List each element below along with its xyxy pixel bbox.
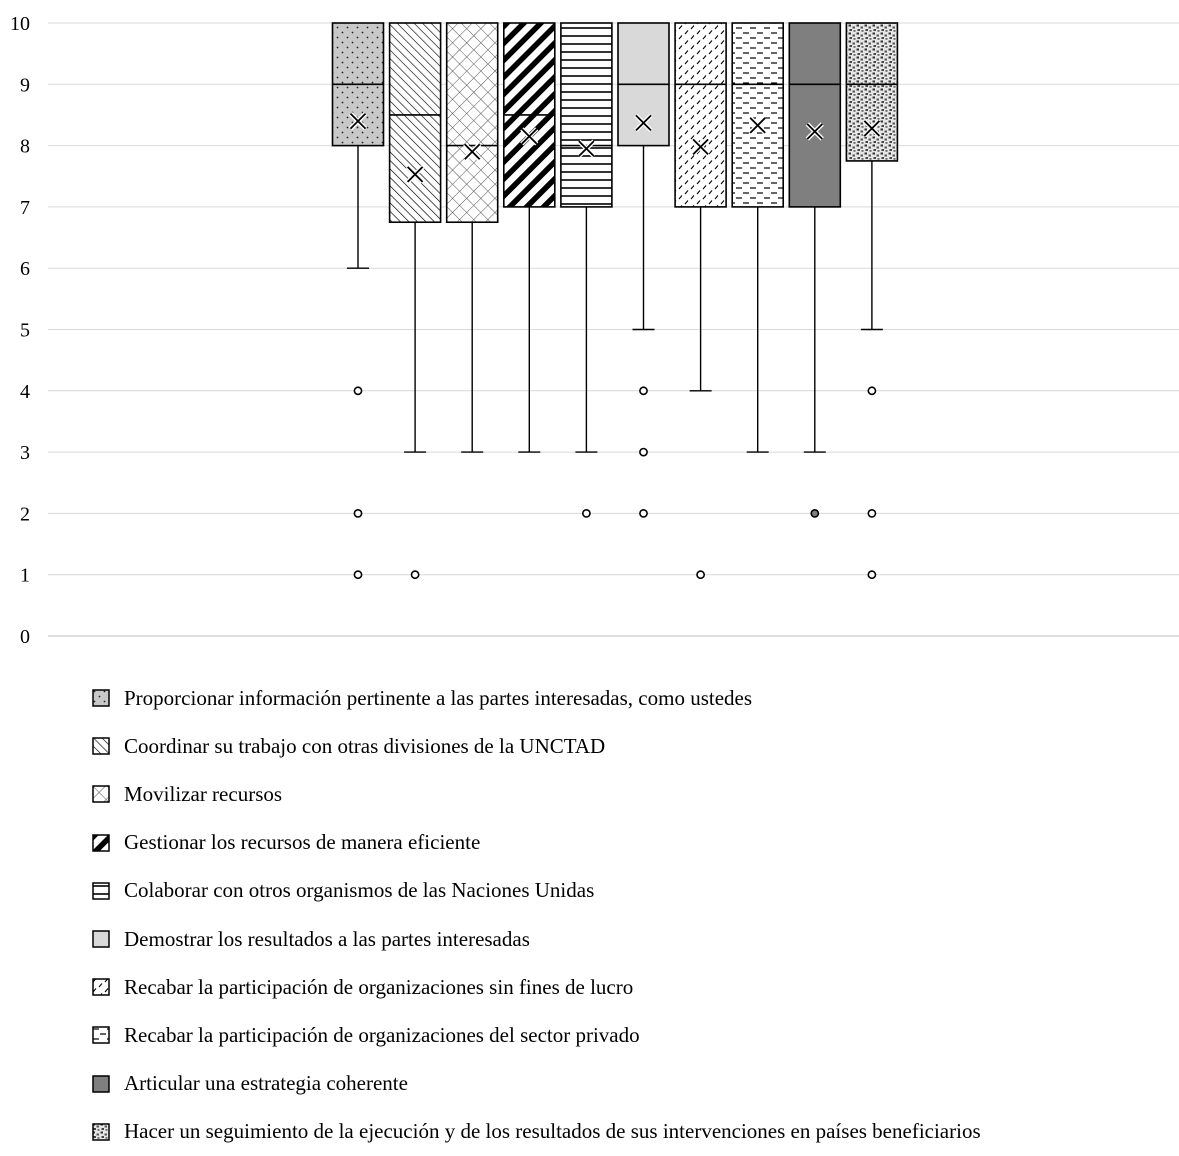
mean-stroke xyxy=(749,117,766,134)
mean-stroke xyxy=(521,128,538,145)
legend-label: Coordinar su trabajo con otras divisione… xyxy=(124,733,606,758)
legend-swatch xyxy=(92,882,110,900)
mean-stroke xyxy=(349,112,367,130)
mean-stroke xyxy=(406,166,424,183)
outlier-point xyxy=(582,509,591,518)
mean-stroke xyxy=(863,120,881,137)
box-rect xyxy=(445,22,499,224)
outlier-point xyxy=(410,570,420,580)
outlier-point xyxy=(353,386,363,396)
y-tick-label: 1 xyxy=(20,565,30,587)
mean-marker xyxy=(406,165,425,184)
box-rect xyxy=(845,22,899,162)
box-rect xyxy=(388,22,442,224)
outlier-point xyxy=(639,509,648,518)
legend-label: Articular una estrategia coherente xyxy=(124,1071,408,1096)
box-rect xyxy=(560,22,613,208)
legend-item-4: Gestionar los recursos de manera eficien… xyxy=(92,819,1172,867)
outlier-point xyxy=(810,509,820,518)
box-2 xyxy=(388,22,442,580)
legend-swatch xyxy=(92,833,110,852)
outlier-point xyxy=(639,447,648,457)
y-tick-label: 2 xyxy=(20,503,30,525)
y-tick-label: 5 xyxy=(20,320,30,342)
legend-item-3: Movilizar recursos xyxy=(92,770,1172,818)
mean-marker xyxy=(862,119,881,138)
mean-stroke xyxy=(692,138,709,155)
legend-label: Demostrar los resultados a las partes in… xyxy=(124,926,530,951)
legend-item-7: Recabar la participación de organizacion… xyxy=(92,963,1172,1011)
mean-stroke xyxy=(464,143,481,160)
mean-stroke xyxy=(806,123,823,140)
mean-marker xyxy=(634,113,653,133)
box-6 xyxy=(617,22,670,518)
box-3 xyxy=(445,22,499,453)
mean-marker xyxy=(520,127,539,146)
legend-swatch xyxy=(92,1026,110,1045)
legend-label: Movilizar recursos xyxy=(124,781,283,806)
y-tick-label: 8 xyxy=(20,136,30,158)
mean-marker xyxy=(691,137,710,156)
outlier-point xyxy=(639,386,648,396)
mean-marker xyxy=(577,139,596,158)
gridlines xyxy=(48,22,1179,637)
y-tick-label: 3 xyxy=(20,442,30,464)
legend-swatch xyxy=(92,785,110,804)
outlier-point xyxy=(696,570,705,580)
legend-label: Proporcionar información pertinente a la… xyxy=(124,685,753,710)
outlier-point xyxy=(353,570,363,580)
legend-label: Recabar la participación de organizacion… xyxy=(124,1022,640,1047)
legend-label: Hacer un seguimiento de la ejecución y d… xyxy=(124,1119,981,1144)
outlier-point xyxy=(867,386,877,396)
legend-swatch xyxy=(92,978,110,996)
legend: Proporcionar información pertinente a la… xyxy=(92,674,1172,1156)
y-tick-label: 0 xyxy=(20,626,30,648)
legend-item-2: Coordinar su trabajo con otras divisione… xyxy=(92,722,1172,770)
outlier-point xyxy=(353,509,363,518)
mean-stroke xyxy=(635,114,652,132)
box-7 xyxy=(674,22,727,580)
mean-stroke xyxy=(578,140,595,157)
y-tick-label: 7 xyxy=(20,197,30,219)
box-rect xyxy=(674,22,727,208)
legend-item-5: Colaborar con otros organismos de las Na… xyxy=(92,867,1172,915)
y-tick-label: 4 xyxy=(20,381,30,403)
legend-item-8: Recabar la participación de organizacion… xyxy=(92,1011,1172,1059)
legend-swatch xyxy=(92,737,110,756)
box-plot-chart: 0 1 2 3 4 5 6 7 8 9 10 xyxy=(10,13,1179,648)
legend-swatch xyxy=(92,1123,110,1141)
box-1 xyxy=(331,22,385,580)
legend-swatch xyxy=(92,689,110,707)
legend-item-1: Proporcionar información pertinente a la… xyxy=(92,674,1172,722)
box-10 xyxy=(845,22,899,580)
mean-marker xyxy=(748,116,767,135)
legend-swatch xyxy=(92,1074,110,1093)
box-9 xyxy=(788,22,842,518)
mean-marker xyxy=(348,111,368,131)
legend-swatch xyxy=(92,930,110,948)
box-rect xyxy=(731,22,785,208)
boxes xyxy=(331,22,899,580)
mean-marker xyxy=(805,122,824,141)
legend-label: Gestionar los recursos de manera eficien… xyxy=(124,830,481,855)
y-axis-ticks: 0 1 2 3 4 5 6 7 8 9 10 xyxy=(10,13,30,648)
legend-label: Colaborar con otros organismos de las Na… xyxy=(124,878,595,903)
y-tick-label: 9 xyxy=(20,74,30,96)
y-tick-label: 10 xyxy=(10,13,30,35)
mean-marker xyxy=(463,142,482,161)
box-5 xyxy=(560,22,613,518)
box-8 xyxy=(731,22,785,453)
legend-label: Recabar la participación de organizacion… xyxy=(124,974,634,999)
legend-item-10: Hacer un seguimiento de la ejecución y d… xyxy=(92,1108,1172,1156)
y-tick-label: 6 xyxy=(20,258,30,280)
legend-item-6: Demostrar los resultados a las partes in… xyxy=(92,915,1172,963)
box-4 xyxy=(502,22,556,453)
box-rect xyxy=(788,22,842,208)
outlier-point xyxy=(867,570,877,580)
legend-item-9: Articular una estrategia coherente xyxy=(92,1060,1172,1108)
outlier-point xyxy=(867,509,877,518)
